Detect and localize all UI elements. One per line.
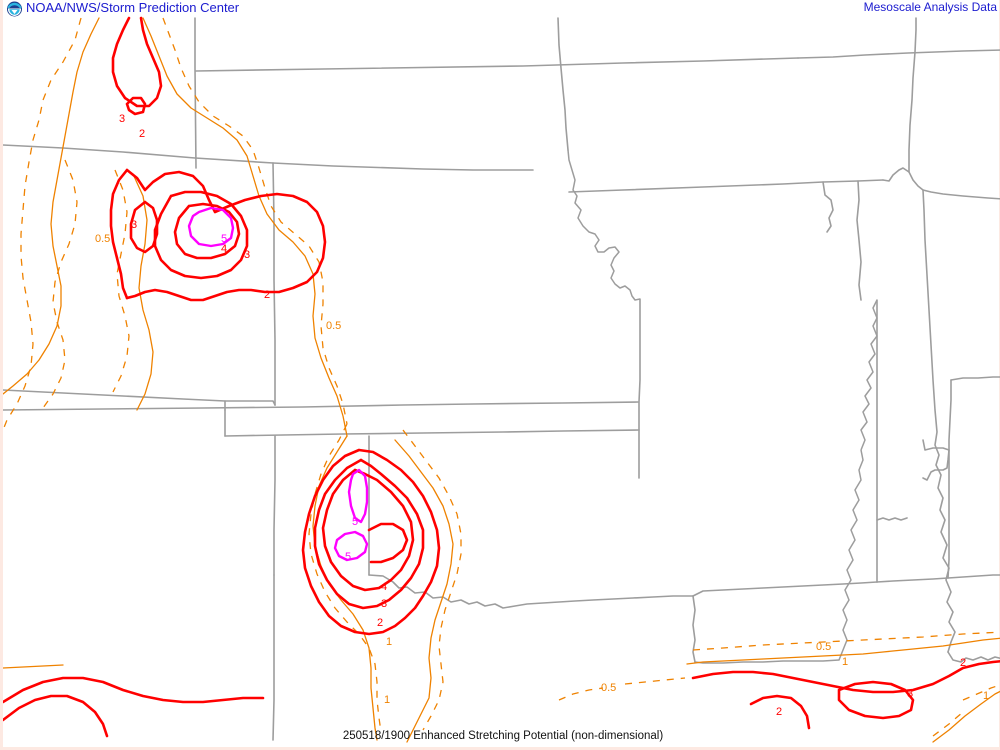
contour-label: 0.5 — [816, 641, 831, 653]
contour-label: 0.5 — [601, 682, 616, 694]
contour-label: 1 — [386, 636, 392, 648]
contour-label: 3 — [244, 249, 250, 261]
contour-label: 5 — [345, 551, 351, 563]
contour-level-5-group — [187, 206, 369, 562]
contour-level-3-group — [125, 96, 915, 720]
state-boundaries — [3, 17, 1000, 741]
contour-label: 3 — [381, 598, 387, 610]
map-title-footer: 250518/1900 Enhanced Stretching Potentia… — [342, 730, 664, 742]
contour-level-1-group — [3, 17, 1000, 743]
contour-label: 1 — [384, 694, 390, 706]
contour-level-0p5-group — [3, 17, 1000, 737]
contour-label: 4 — [221, 243, 227, 255]
contour-label: 1 — [983, 690, 989, 702]
contour-label: 2 — [377, 617, 383, 629]
contour-level-2-group — [3, 16, 1000, 738]
contour-label: 0.5 — [95, 233, 110, 245]
contour-label: 3 — [119, 113, 125, 125]
contour-label: 3 — [907, 688, 913, 700]
contour-labels: 3 2 0.5 3 5 4 3 2 0.5 5 5 4 3 2 1 1 0.5 … — [95, 113, 989, 718]
contour-label: 2 — [960, 657, 966, 669]
contour-label: 4 — [381, 581, 387, 593]
noaa-logo — [7, 1, 22, 17]
header-agency-title: NOAA/NWS/Storm Prediction Center — [26, 0, 240, 15]
page-header: NOAA/NWS/Storm Prediction Center Mesosca… — [3, 0, 1000, 18]
header-product-title: Mesoscale Analysis Data — [863, 0, 997, 14]
contour-label: 5 — [221, 233, 227, 245]
contour-label: 3 — [131, 219, 137, 231]
contour-map: 3 2 0.5 3 5 4 3 2 0.5 5 5 4 3 2 1 1 0.5 … — [3, 16, 1000, 743]
contour-label: 0.5 — [326, 320, 341, 332]
contour-label: 2 — [776, 706, 782, 718]
contour-label: 1 — [842, 656, 848, 668]
contour-label: 2 — [139, 128, 145, 140]
contour-label: 5 — [352, 516, 358, 528]
contour-label: 2 — [264, 289, 270, 301]
contour-level-4-group — [173, 202, 415, 592]
